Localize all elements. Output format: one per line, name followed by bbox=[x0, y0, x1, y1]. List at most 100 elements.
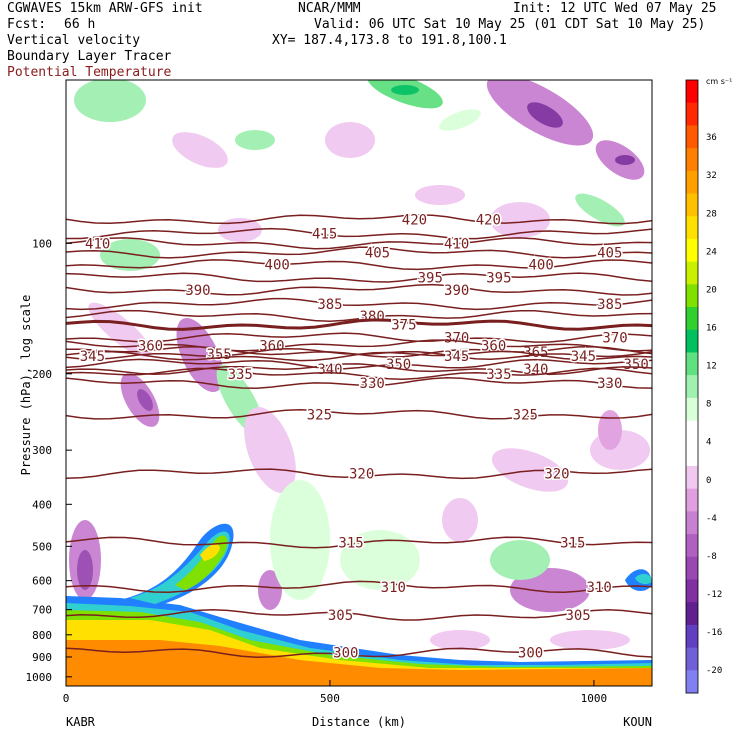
theta-contour-340 bbox=[66, 363, 652, 376]
fcst-label: Fcst: bbox=[7, 17, 47, 32]
axes: 100 200 300 400 500 600 700 800 900 1000 0 500 1000 D… bbox=[19, 237, 652, 729]
theta-label: 330 bbox=[597, 376, 622, 392]
colorbar-tick-label: -12 bbox=[706, 590, 722, 600]
theta-label: 405 bbox=[365, 246, 390, 262]
theta-label: 310 bbox=[381, 580, 406, 596]
colorbar: cm s⁻¹ 36 32 28 24 20 16 12 8 4 0 -4 -8 -12 -16 -20 bbox=[685, 77, 732, 694]
theta-contour-380 bbox=[66, 309, 652, 322]
theta-contour-405 bbox=[66, 246, 652, 259]
theta-contour-350 bbox=[66, 358, 652, 370]
theta-label: 315 bbox=[560, 536, 585, 552]
colorbar-cell bbox=[686, 375, 698, 399]
theta-label: 420 bbox=[402, 212, 427, 228]
y-tick-label: 900 bbox=[32, 651, 52, 664]
colorbar-cell bbox=[686, 488, 698, 512]
theta-contour-360 bbox=[66, 339, 652, 352]
colorbar-cell bbox=[686, 420, 698, 444]
colorbar-tick-label: -16 bbox=[706, 628, 722, 638]
colorbar-cell bbox=[686, 193, 698, 217]
field-boundary-layer-tracer: Boundary Layer Tracer bbox=[7, 49, 172, 64]
theta-label: 360 bbox=[138, 338, 163, 354]
theta-contour-370 bbox=[66, 332, 652, 343]
model-title: CGWAVES 15km ARW-GFS init bbox=[7, 1, 203, 16]
colorbar-unit: cm s⁻¹ bbox=[706, 77, 732, 86]
y-tick-label: 700 bbox=[32, 604, 52, 617]
colorbar-cell bbox=[686, 602, 698, 626]
right-station-label: KOUN bbox=[623, 715, 652, 729]
colorbar-cell bbox=[686, 579, 698, 603]
theta-label: 400 bbox=[265, 258, 290, 274]
init-time: Init: 12 UTC Wed 07 May 25 bbox=[513, 1, 717, 16]
colorbar-tick-label: 32 bbox=[706, 171, 717, 181]
theta-contour-420 bbox=[66, 214, 652, 225]
theta-label: 335 bbox=[486, 367, 511, 383]
theta-label: 420 bbox=[476, 212, 501, 228]
colorbar-cell bbox=[686, 238, 698, 263]
colorbar-cell bbox=[686, 329, 698, 353]
colorbar-tick-label: 4 bbox=[706, 438, 711, 448]
y-tick-label: 600 bbox=[32, 575, 52, 588]
x-axis-label: Distance (km) bbox=[312, 715, 406, 729]
theta-label: 345 bbox=[444, 349, 469, 365]
theta-contour-345 bbox=[66, 350, 652, 362]
theta-label: 355 bbox=[206, 347, 231, 363]
theta-label: 330 bbox=[360, 376, 385, 392]
colorbar-cell bbox=[686, 397, 698, 422]
theta-label: 335 bbox=[228, 367, 253, 383]
theta-contour-330 bbox=[66, 377, 652, 389]
colorbar-cell bbox=[686, 261, 698, 285]
colorbar-cell bbox=[686, 443, 698, 467]
theta-label: 360 bbox=[259, 338, 284, 354]
colorbar-tick-label: 20 bbox=[706, 285, 717, 295]
y-tick-label: 1000 bbox=[26, 671, 53, 684]
theta-contour-375 bbox=[66, 318, 652, 331]
theta-contour-395 bbox=[66, 272, 652, 283]
theta-contour-335 bbox=[66, 367, 652, 381]
theta-contour-390 bbox=[66, 283, 652, 296]
theta-contour-315 bbox=[66, 536, 652, 549]
colorbar-cell bbox=[686, 465, 698, 490]
colorbar-cell bbox=[686, 556, 698, 580]
y-tick-label: 400 bbox=[32, 498, 52, 511]
theta-label: 390 bbox=[444, 283, 469, 299]
theta-label: 385 bbox=[317, 297, 342, 313]
x-tick-label: 500 bbox=[320, 692, 340, 705]
colorbar-cell bbox=[686, 80, 698, 104]
y-tick-label: 300 bbox=[32, 444, 52, 457]
colorbar-cell bbox=[686, 284, 698, 308]
theta-label: 350 bbox=[386, 357, 411, 373]
theta-label: 300 bbox=[333, 646, 358, 662]
colorbar-cell bbox=[686, 670, 698, 694]
theta-label: 375 bbox=[391, 318, 416, 334]
theta-label: 410 bbox=[444, 236, 469, 252]
y-tick-label: 500 bbox=[32, 540, 52, 553]
colorbar-cell bbox=[686, 148, 698, 172]
theta-label: 370 bbox=[444, 331, 469, 347]
xy-range: XY= 187.4,173.8 to 191.8,100.1 bbox=[272, 33, 507, 48]
theta-contour-300 bbox=[66, 647, 652, 658]
theta-label: 305 bbox=[328, 608, 353, 624]
y-tick-label: 800 bbox=[32, 629, 52, 642]
theta-label: 365 bbox=[523, 345, 548, 361]
left-station-label: KABR bbox=[66, 715, 96, 729]
theta-label: 385 bbox=[597, 297, 622, 313]
theta-label: 405 bbox=[597, 246, 622, 262]
theta-contour-310 bbox=[66, 580, 652, 594]
y-axis-label: Pressure (hPa), log scale bbox=[19, 295, 33, 476]
colorbar-cell bbox=[686, 352, 698, 376]
theta-label: 395 bbox=[486, 271, 511, 287]
colorbar-tick-label: -20 bbox=[706, 666, 722, 676]
theta-label: 395 bbox=[418, 271, 443, 287]
colorbar-tick-label: -4 bbox=[706, 514, 717, 524]
colorbar-cell bbox=[686, 125, 698, 149]
theta-label: 380 bbox=[360, 309, 385, 325]
theta-label: 315 bbox=[338, 536, 363, 552]
theta-label: 415 bbox=[312, 227, 337, 243]
x-tick-label: 0 bbox=[63, 692, 70, 705]
theta-label: 310 bbox=[587, 580, 612, 596]
theta-label: 345 bbox=[571, 349, 596, 365]
colorbar-cell bbox=[686, 216, 698, 240]
colorbar-frame bbox=[685, 79, 699, 694]
theta-contour-410 bbox=[66, 237, 652, 250]
theta-label: 410 bbox=[85, 236, 110, 252]
